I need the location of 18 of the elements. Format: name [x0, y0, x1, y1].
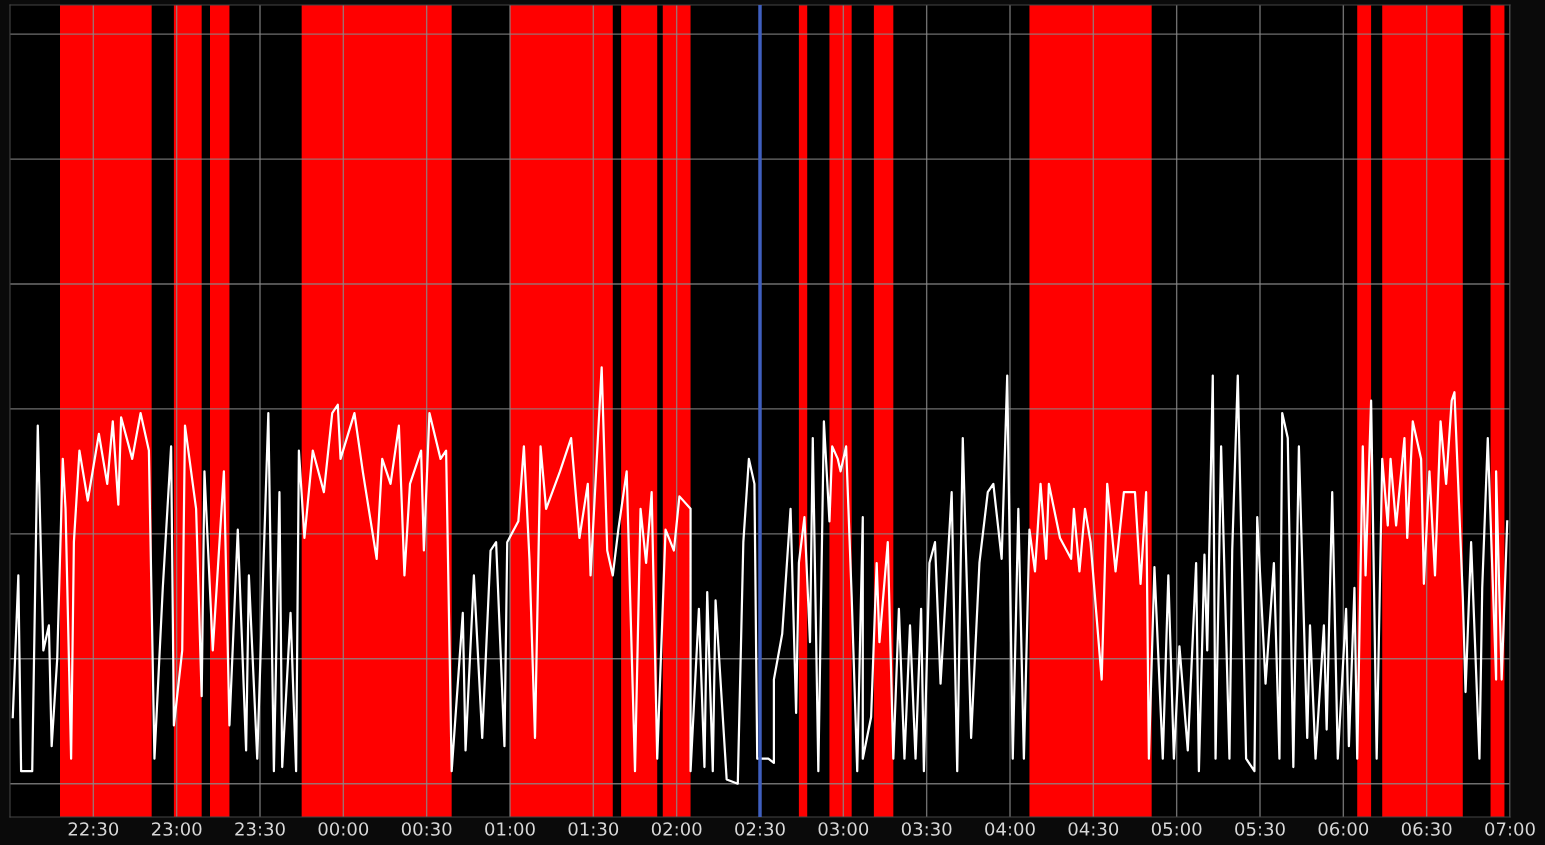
- x-tick-label: 03:30: [901, 822, 952, 836]
- x-tick-label: 23:30: [235, 822, 285, 836]
- x-tick-label: 06:00: [1318, 822, 1369, 836]
- x-tick-label: 07:00: [1485, 822, 1535, 836]
- x-tick-label: 06:30: [1401, 822, 1452, 836]
- x-tick-label: 02:30: [735, 822, 785, 836]
- x-tick-label: 02:00: [651, 822, 702, 836]
- x-tick-label: 00:30: [401, 822, 452, 836]
- x-tick-label: 03:00: [818, 822, 869, 836]
- x-tick-label: 04:00: [985, 822, 1035, 836]
- x-tick-label: 01:00: [485, 822, 535, 836]
- x-tick-label: 04:30: [1068, 822, 1119, 836]
- x-tick-label: 01:30: [568, 822, 619, 836]
- x-tick-label: 22:30: [68, 822, 119, 836]
- x-tick-label: 00:00: [318, 822, 369, 836]
- x-tick-label: 05:30: [1235, 822, 1285, 836]
- x-tick-label: 05:00: [1151, 822, 1202, 836]
- x-tick-label: 23:00: [151, 822, 202, 836]
